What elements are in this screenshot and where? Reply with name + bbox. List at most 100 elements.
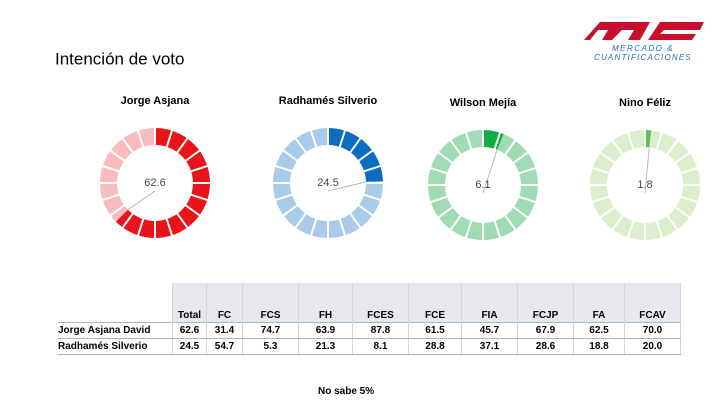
column-header: FCS <box>242 283 299 323</box>
segment-divider <box>679 195 699 204</box>
segment-divider <box>449 139 463 156</box>
segment-divider <box>165 129 174 149</box>
table-cell: 28.8 <box>408 338 462 355</box>
donut-value <box>645 130 652 148</box>
table-cell: 62.6 <box>172 322 207 339</box>
donut-value-label: 62.6 <box>144 177 165 189</box>
segment-divider <box>362 164 382 173</box>
table-cell: 5.3 <box>242 338 299 355</box>
table-cell: 61.5 <box>408 322 462 339</box>
donut-value-label: 1.8 <box>637 179 652 191</box>
table-cell: 70.0 <box>624 322 681 339</box>
note: No sabe 5% <box>318 386 375 397</box>
logo-line2: CUANTIFICACIONES <box>594 53 692 62</box>
column-header: FIA <box>461 283 518 323</box>
pointer <box>127 190 156 211</box>
segment-divider <box>184 149 201 163</box>
segment-divider <box>655 131 664 151</box>
donut-track <box>590 130 701 240</box>
segment-divider <box>338 129 347 149</box>
segment-divider <box>429 166 449 175</box>
donut-title: Jorge Asjana <box>121 95 191 107</box>
segment-divider <box>175 212 189 229</box>
segment-divider <box>175 137 189 154</box>
table-cell: 31.4 <box>206 322 243 339</box>
segment-divider <box>109 149 126 163</box>
segment-divider <box>429 195 449 204</box>
column-header: FCAV <box>624 283 681 323</box>
segment-divider <box>493 131 502 151</box>
column-header: FCES <box>352 283 409 323</box>
pointer <box>327 181 367 192</box>
table-cell: 24.5 <box>172 338 207 355</box>
segment-divider <box>464 131 473 151</box>
segment-divider <box>674 205 691 219</box>
corner-cell <box>58 283 173 323</box>
segment-divider <box>591 166 611 175</box>
table-cell: 18.8 <box>573 338 625 355</box>
table-cell: 8.1 <box>352 338 409 355</box>
donut-track <box>273 128 384 238</box>
segment-divider <box>282 203 299 217</box>
segment-divider <box>274 164 294 173</box>
row-label: Radhamés Silverio <box>58 338 173 355</box>
segment-divider <box>626 131 635 151</box>
table-row: Radhamés Silverio 24.5 54.7 5.3 21.3 8.1 28.8 3… <box>58 338 681 355</box>
segment-divider <box>599 151 616 165</box>
column-header: FCE <box>408 283 462 323</box>
donut-track <box>100 128 155 222</box>
segment-divider <box>294 212 308 229</box>
segment-divider <box>121 137 135 154</box>
segment-divider <box>357 203 374 217</box>
table-cell: 21.3 <box>298 338 353 355</box>
segment-divider <box>611 214 625 231</box>
donut-title: Wilson Mejía <box>450 97 517 109</box>
header-row: Total FC FCS FH FCES FCE FIA FCJP FA FCAV <box>58 283 681 323</box>
segment-divider <box>665 139 679 156</box>
segment-divider <box>674 151 691 165</box>
table-cell: 67.9 <box>517 322 574 339</box>
segment-divider <box>109 203 126 217</box>
segment-divider <box>136 129 145 149</box>
donut-title: Nino Féliz <box>619 97 671 109</box>
segment-divider <box>599 205 616 219</box>
segment-divider <box>449 214 463 231</box>
results-table: Total FC FCS FH FCES FCE FIA FCJP FA FCAV Jorge As… <box>58 283 681 355</box>
donut-value <box>115 128 210 239</box>
segment-divider <box>591 195 611 204</box>
segment-divider <box>357 149 374 163</box>
segment-divider <box>437 151 454 165</box>
column-header: FC <box>206 283 243 323</box>
segment-divider <box>362 193 382 202</box>
segment-divider <box>282 149 299 163</box>
column-header: FH <box>298 283 353 323</box>
pointer <box>482 149 498 194</box>
logo-line1: MERCADO & <box>612 44 674 53</box>
row-label: Jorge Asjana David <box>58 322 173 339</box>
segment-divider <box>512 151 529 165</box>
donut-title: Radhamés Silverio <box>279 95 378 107</box>
segment-divider <box>464 219 473 239</box>
segment-divider <box>294 137 308 154</box>
segment-divider <box>655 219 664 239</box>
segment-divider <box>626 219 635 239</box>
segment-divider <box>611 139 625 156</box>
logo: MERCADO & CUANTIFICACIONES <box>584 22 704 62</box>
slide-title: Intención de voto <box>55 49 184 68</box>
segment-divider <box>101 164 121 173</box>
table-cell: 63.9 <box>298 322 353 339</box>
segment-divider <box>348 212 362 229</box>
segment-divider <box>121 212 135 229</box>
table-cell: 45.7 <box>461 322 518 339</box>
table-row: Jorge Asjana David 62.6 31.4 74.7 63.9 87.8 61… <box>58 322 681 339</box>
segment-divider <box>348 137 362 154</box>
segment-divider <box>517 166 537 175</box>
segment-divider <box>503 214 517 231</box>
segment-divider <box>679 166 699 175</box>
segment-divider <box>136 217 145 237</box>
table-cell: 54.7 <box>206 338 243 355</box>
segment-divider <box>493 219 502 239</box>
segment-divider <box>309 217 318 237</box>
segment-divider <box>665 214 679 231</box>
